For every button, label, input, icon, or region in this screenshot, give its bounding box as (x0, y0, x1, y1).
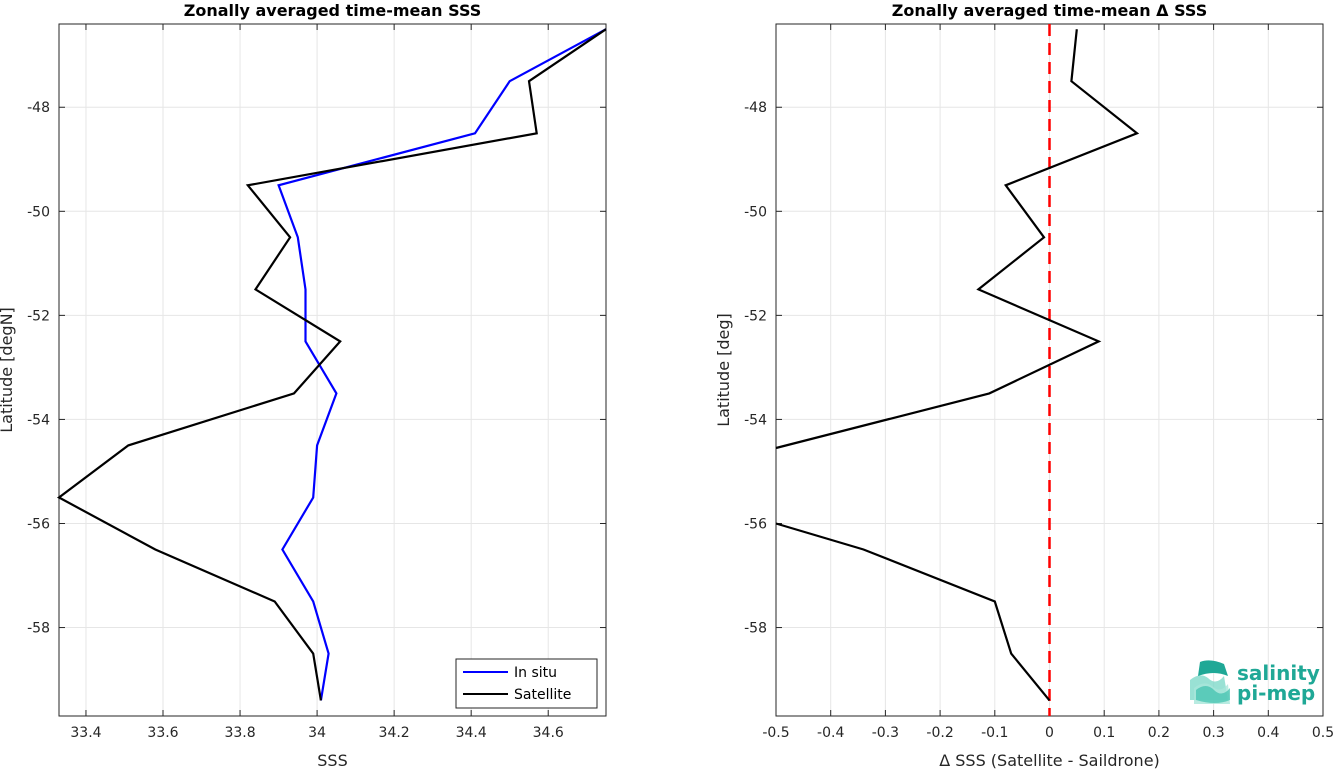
delta-sss-x-tick-label: 0.4 (1257, 725, 1279, 741)
logo-text-pi-mep: pi-mep (1237, 681, 1315, 705)
delta-sss-x-tick-label: 0.2 (1148, 725, 1170, 741)
sss-chart-title: Zonally averaged time-mean SSS (184, 1, 482, 20)
sss-x-axis-label: SSS (317, 751, 347, 769)
sss-x-tick-label: 33.6 (147, 725, 178, 741)
sss-y-tick-label: -58 (27, 621, 50, 637)
sss-x-tick-label: 34.6 (533, 725, 564, 741)
sss-panel: 33.4 33.6 33.8 34 34.2 34.4 34.6 -48 -50 -52 -54 -5… (0, 1, 607, 769)
delta-sss-y-tick-label: -58 (744, 621, 767, 637)
sss-y-tick-label: -50 (27, 204, 50, 220)
delta-sss-x-tick-label: -0.1 (981, 725, 1008, 741)
delta-sss-series (775, 24, 1140, 716)
sss-x-tick-label: 34 (308, 725, 326, 741)
delta-sss-x-tick-label: 0.1 (1093, 725, 1115, 741)
delta-sss-y-tick-label: -56 (744, 516, 767, 532)
delta-sss-x-tick-label: 0.5 (1312, 725, 1334, 741)
sss-series (56, 28, 607, 701)
sss-y-tick-label: -52 (27, 308, 50, 324)
delta-sss-x-tick-label: 0 (1045, 725, 1054, 741)
logo-text-salinity: salinity (1237, 661, 1320, 685)
legend-label-satellite: Satellite (514, 687, 571, 703)
delta-sss-panel: -0.5 -0.4 -0.3 -0.2 -0.1 0 0.1 0.2 0.3 0.4 0.5 -48 -… (714, 1, 1334, 769)
delta-sss-y-axis-label: Latitude [deg] (714, 313, 733, 427)
delta-sss-line-segment-1 (775, 29, 1140, 450)
delta-sss-x-tick-label: -0.2 (926, 725, 953, 741)
delta-sss-x-axis-label: Δ SSS (Satellite - Saildrone) (939, 751, 1160, 769)
sss-y-tick-label: -54 (27, 412, 50, 428)
sss-grid (59, 24, 606, 716)
legend-label-in-situ: In situ (514, 665, 557, 681)
delta-sss-x-tick-label: -0.3 (872, 725, 899, 741)
sss-legend: In situ Satellite (455, 658, 598, 709)
salinity-pi-mep-logo: salinity pi-mep (1190, 660, 1320, 705)
sss-x-tick-label: 34.2 (379, 725, 410, 741)
sss-x-tick-label: 33.8 (224, 725, 255, 741)
sss-axes-frame (58, 23, 607, 717)
delta-sss-line-segment-2 (775, 522, 1051, 702)
delta-sss-chart-title: Zonally averaged time-mean Δ SSS (892, 1, 1208, 20)
delta-sss-y-tick-label: -54 (744, 412, 767, 428)
sss-y-axis-label: Latitude [degN] (0, 307, 16, 433)
sss-line-in-situ (277, 28, 607, 701)
sss-ticks: 33.4 33.6 33.8 34 34.2 34.4 34.6 -48 -50 -52 -54 -5… (27, 24, 606, 741)
delta-sss-ticks: -0.5 -0.4 -0.3 -0.2 -0.1 0 0.1 0.2 0.3 0.4 0.5 -48 -… (744, 24, 1334, 741)
delta-sss-x-tick-label: -0.4 (817, 725, 844, 741)
delta-sss-y-tick-label: -52 (744, 308, 767, 324)
delta-sss-y-tick-label: -50 (744, 204, 767, 220)
sss-x-tick-label: 34.4 (456, 725, 487, 741)
sss-line-satellite (56, 28, 607, 701)
delta-sss-y-tick-label: -48 (744, 100, 767, 116)
wave-logo-icon (1190, 660, 1230, 704)
sss-x-tick-label: 33.4 (70, 725, 101, 741)
delta-sss-x-tick-label: 0.3 (1202, 725, 1224, 741)
sss-y-tick-label: -48 (27, 100, 50, 116)
sss-y-tick-label: -56 (27, 516, 50, 532)
legend-box (455, 658, 598, 709)
delta-sss-x-tick-label: -0.5 (762, 725, 789, 741)
